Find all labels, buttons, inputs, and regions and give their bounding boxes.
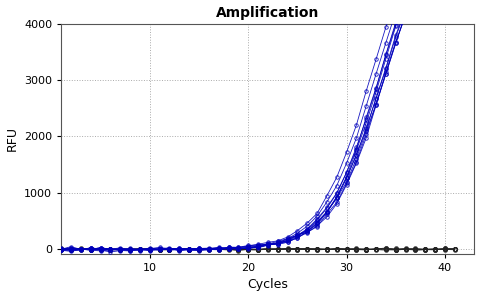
X-axis label: Cycles: Cycles [247, 279, 288, 291]
Title: Amplification: Amplification [216, 6, 320, 20]
Y-axis label: RFU: RFU [6, 126, 19, 151]
